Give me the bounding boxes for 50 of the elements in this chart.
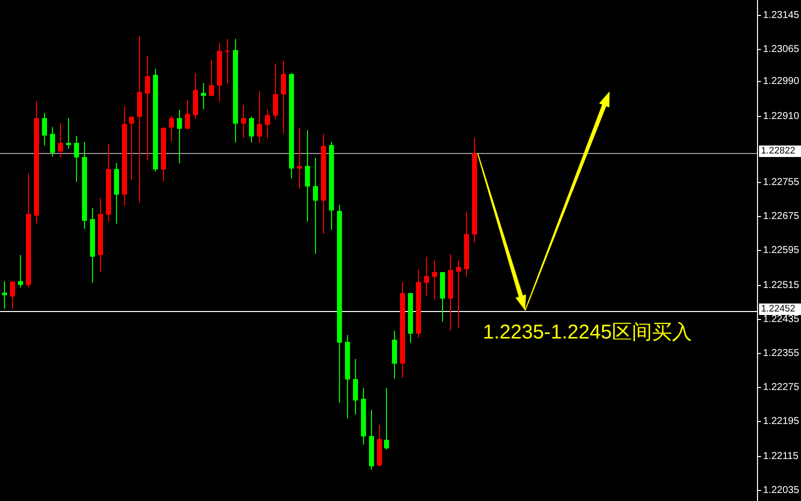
candlestick [265,108,270,140]
candlestick [225,38,230,84]
candlestick [145,56,150,161]
candlestick [456,260,461,328]
candlestick [384,388,389,450]
candlestick [66,118,71,150]
candlestick [305,130,310,222]
candlestick [129,115,134,180]
y-tick-label: 1.22035 [763,485,800,496]
candlestick [169,115,174,142]
candlestick [392,330,397,380]
candlestick [257,90,262,143]
candlestick [241,104,246,138]
y-tick-label: 1.22355 [763,348,800,359]
y-tick-label: 1.22675 [763,211,800,222]
candlestick [185,100,190,130]
candlestick [353,358,358,416]
y-tick-label: 1.23145 [763,10,800,21]
candlestick [281,60,286,134]
candlestick [209,59,214,96]
candlestick [74,136,79,182]
candlestick [313,157,318,254]
candlestick [50,126,55,158]
y-tick-label: 1.22990 [763,76,800,87]
candlestick [2,280,7,310]
y-tick-label: 1.22195 [763,416,800,427]
y-tick-label: 1.22515 [763,280,800,291]
candlestick [424,256,429,296]
y-tick-label: 1.22275 [763,382,800,393]
y-tick-label: 1.23065 [763,44,800,55]
candlestick [18,254,23,288]
ref-line-label: 1.22452 [761,304,796,315]
candlestick [10,280,15,310]
y-tick-label: 1.22435 [763,314,800,325]
y-tick-label: 1.22755 [763,177,800,188]
ref-label: 1.22822 [759,146,801,157]
ref-label: 1.22452 [759,304,801,315]
candlestick [201,82,206,110]
y-tick-label: 1.22115 [763,451,799,462]
y-tick-label: 1.22595 [763,245,800,256]
candlestick [42,112,47,146]
candlestick [177,109,182,164]
ref-line-label: 1.22822 [761,146,796,157]
candlestick [432,260,437,300]
candlestick [58,122,63,158]
candlestick [273,63,278,120]
candlestick [297,127,302,190]
annotation: 1.2235-1.2245区间买入 [482,321,692,344]
candlestick [249,116,254,143]
y-tick-label: 1.22910 [763,111,800,122]
